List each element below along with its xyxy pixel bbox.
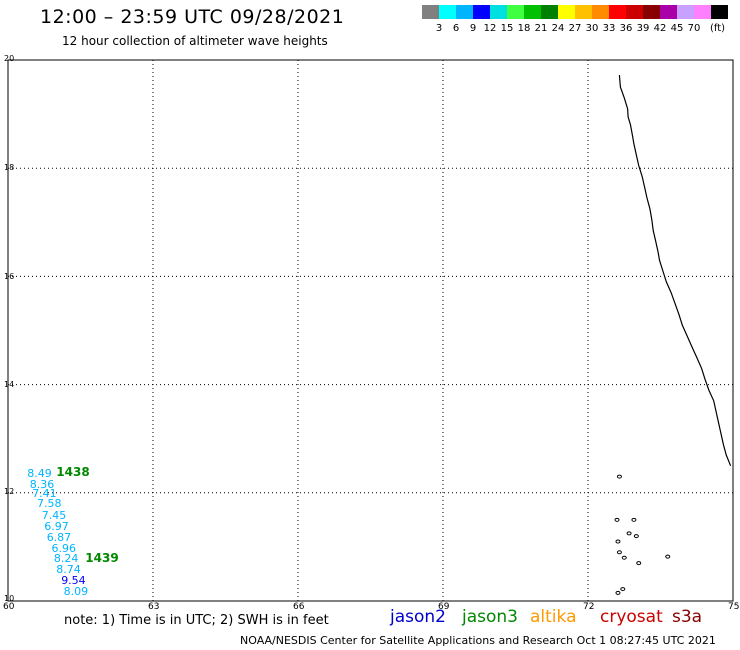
island-outline (615, 539, 621, 544)
island-outline (616, 550, 622, 555)
swh-observation: 7.45 (41, 509, 67, 523)
footnote: note: 1) Time is in UTC; 2) SWH is in fe… (64, 613, 329, 628)
satellite-jason2: jason2 (390, 607, 446, 627)
legend-swatch (473, 5, 490, 19)
lat-label: 10 (4, 594, 15, 603)
page-title: 12:00 – 23:59 UTC 09/28/2021 (40, 6, 345, 28)
legend-value: 12 (483, 23, 497, 34)
legend-unit: (ft) (710, 23, 726, 34)
legend-value: 33 (602, 23, 616, 34)
island-outline (633, 534, 639, 539)
island-outline (616, 474, 622, 479)
legend-value: 3 (435, 23, 443, 34)
legend-swatch (439, 5, 456, 19)
credit-line: NOAA/NESDIS Center for Satellite Applica… (240, 634, 716, 647)
satellite-altika: altika (530, 607, 577, 627)
satellite-s3a: s3a (672, 607, 703, 627)
legend-value: 18 (517, 23, 531, 34)
swh-observation: 8.49 (27, 467, 52, 481)
island-outline (615, 590, 621, 595)
lon-label: 60 (3, 602, 15, 612)
legend-swatch (677, 5, 694, 19)
lon-label: 66 (293, 602, 305, 612)
legend-swatch (660, 5, 677, 19)
legend-swatch (592, 5, 609, 19)
legend-swatch (609, 5, 626, 19)
legend-value: 21 (534, 23, 548, 34)
legend-value: 42 (653, 23, 667, 34)
legend-value: 45 (670, 23, 684, 34)
swh-observation: 6.87 (46, 530, 72, 544)
legend-value: 36 (619, 23, 633, 34)
legend-value: 70 (687, 23, 701, 34)
swh-observation: 8.74 (56, 563, 81, 577)
legend-value: 27 (568, 23, 582, 34)
legend-swatch (694, 5, 711, 19)
legend-value: 9 (469, 23, 477, 34)
swh-observation: 8.24 (53, 552, 79, 566)
island-outline (621, 555, 627, 560)
island-outline (626, 531, 632, 536)
pass-time-label: 1438 (56, 464, 90, 479)
lon-label: 63 (148, 602, 160, 612)
legend-swatch (524, 5, 541, 19)
pass-time-label: 1439 (85, 551, 119, 566)
island-outline (631, 517, 637, 522)
satellite-jason3: jason3 (462, 607, 518, 627)
lon-label: 72 (583, 602, 595, 612)
legend-swatch (626, 5, 643, 19)
swh-observation: 8.09 (63, 584, 89, 598)
lat-label: 20 (4, 54, 15, 63)
page-subtitle: 12 hour collection of altimeter wave hei… (62, 34, 328, 48)
map-frame (7, 59, 734, 602)
legend-value: 6 (452, 23, 460, 34)
swh-observation: 7.41 (32, 486, 57, 500)
legend-swatch (558, 5, 575, 19)
legend-value: 15 (500, 23, 514, 34)
legend-swatch (541, 5, 558, 19)
island-outline (620, 587, 626, 592)
lat-label: 12 (4, 487, 15, 496)
swh-observation: 9.54 (61, 574, 86, 587)
lat-label: 18 (4, 163, 15, 172)
legend-swatch (643, 5, 660, 19)
legend-value: 24 (551, 23, 565, 34)
swh-observation: 6.96 (51, 541, 77, 555)
island-outline (665, 554, 671, 559)
swh-observation: 8.36 (29, 478, 55, 492)
lat-label: 14 (4, 380, 15, 389)
legend-swatch (422, 5, 439, 19)
legend-value: 30 (585, 23, 599, 34)
legend-swatch (711, 5, 728, 19)
legend-swatch (507, 5, 524, 19)
island-outline (636, 561, 642, 566)
lon-label: 75 (728, 602, 740, 612)
legend-swatch (490, 5, 507, 19)
legend-swatch (575, 5, 592, 19)
swh-observation: 6.97 (44, 519, 69, 533)
island-outline (614, 517, 620, 522)
swh-observation: 7.58 (37, 496, 62, 510)
legend-swatch (456, 5, 473, 19)
lon-label: 69 (438, 602, 450, 612)
lat-label: 16 (4, 272, 15, 281)
satellite-cryosat: cryosat (600, 607, 663, 627)
coastline (618, 75, 732, 467)
legend-value: 39 (636, 23, 650, 34)
